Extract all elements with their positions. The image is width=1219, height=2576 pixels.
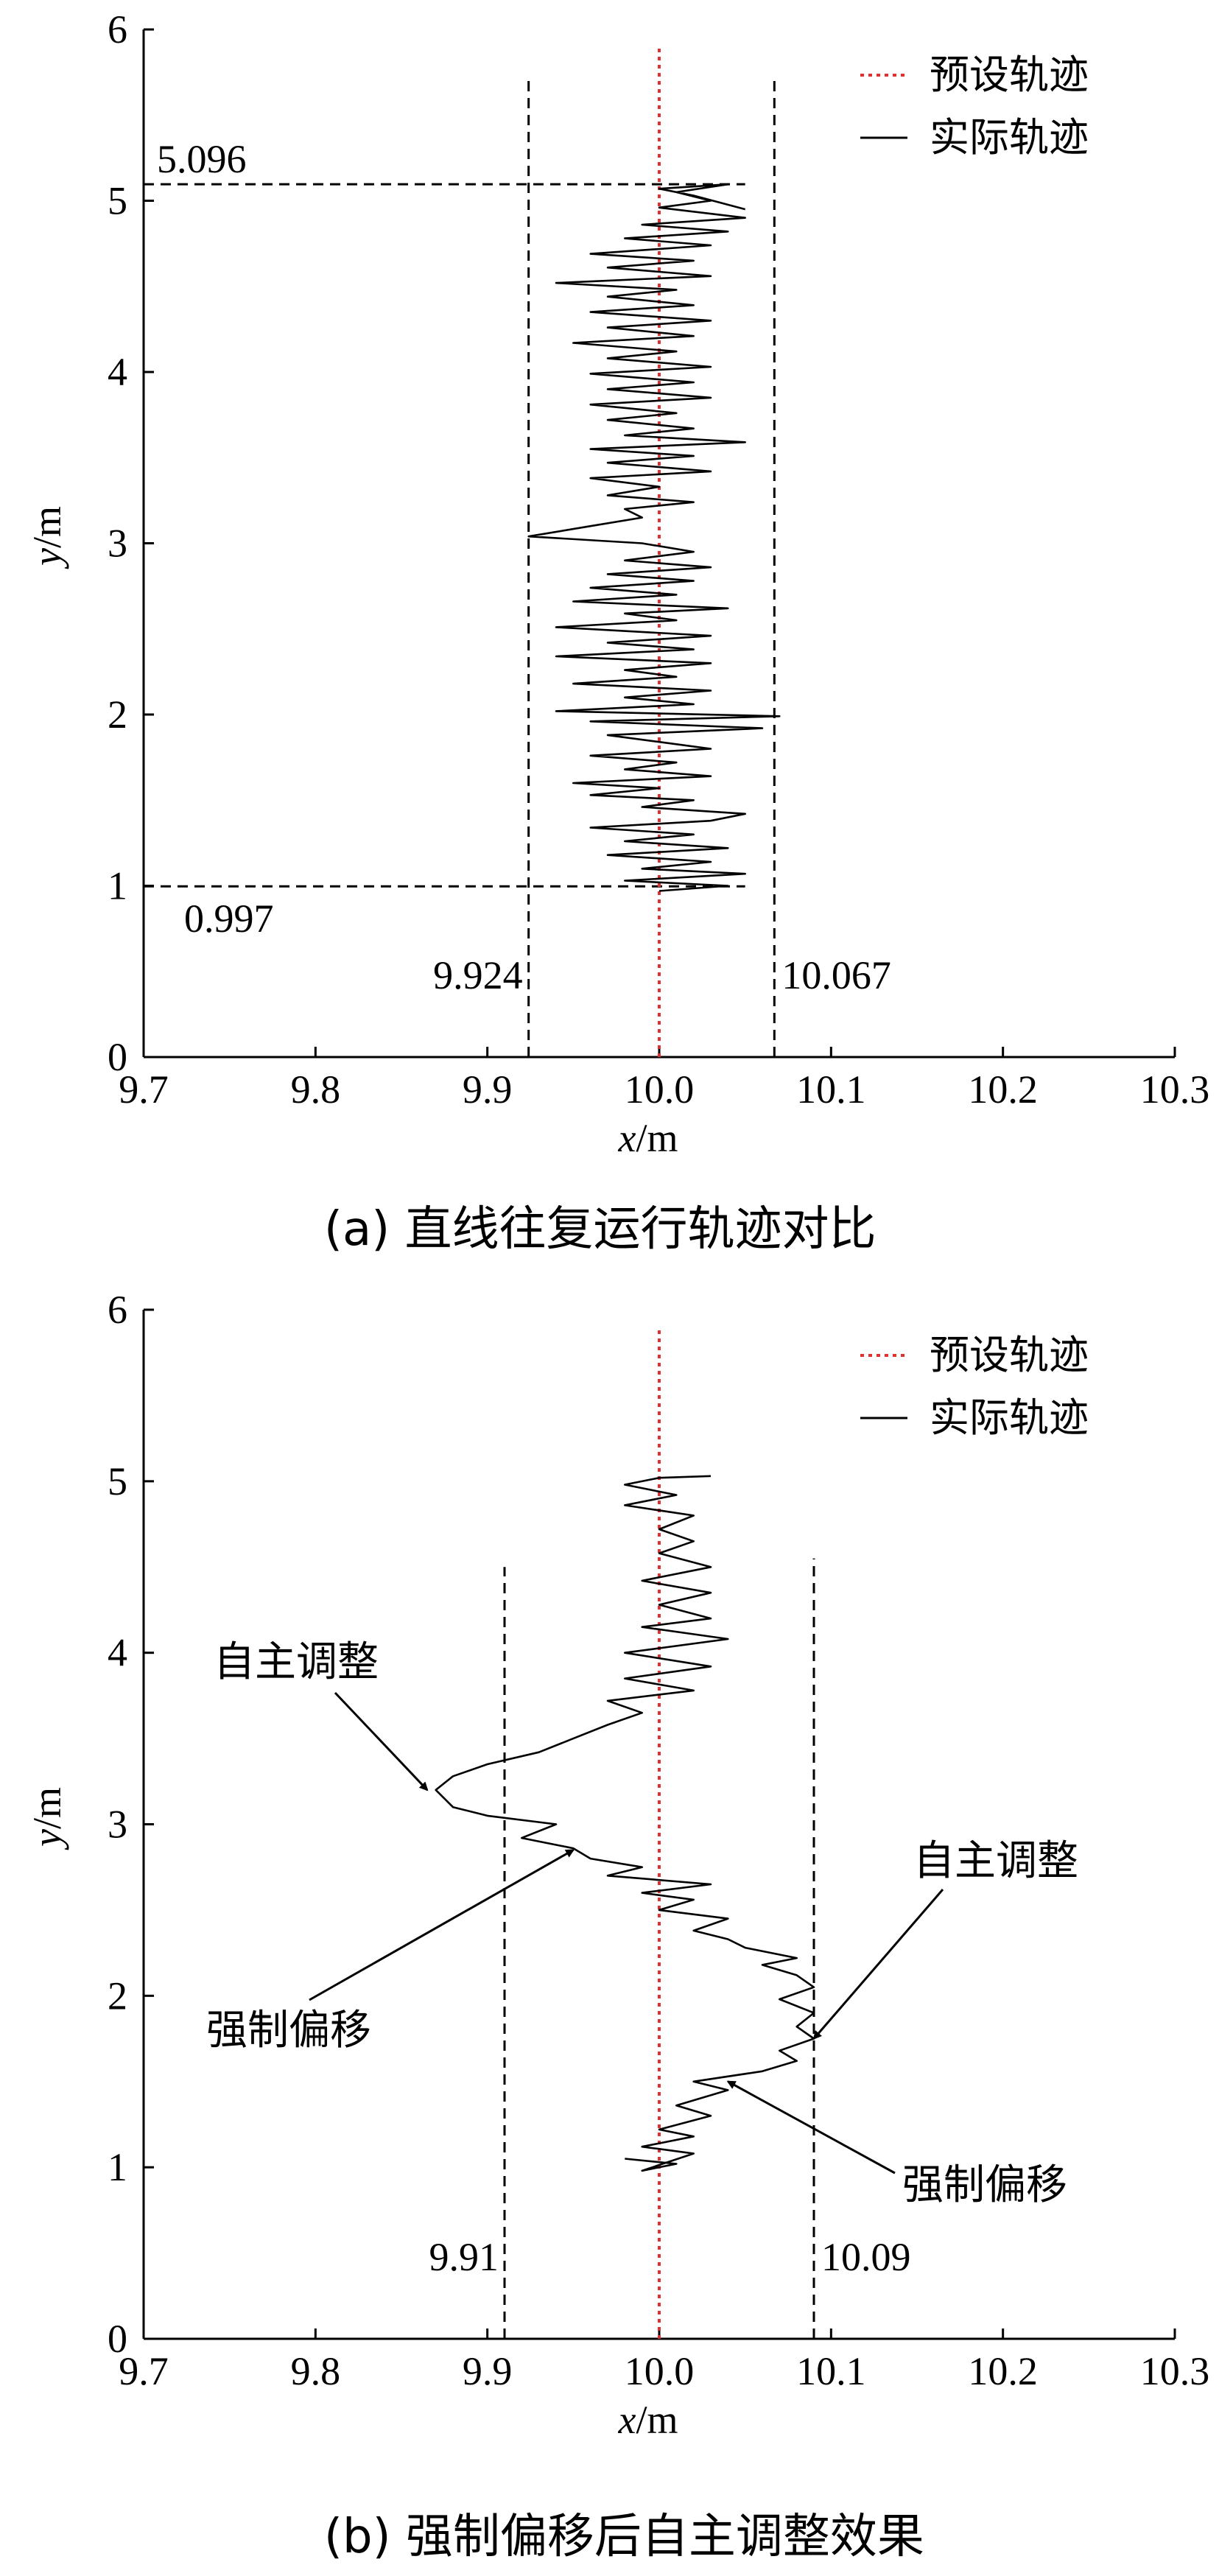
annotation-label: 自主调整 [913,1837,1078,1885]
y-tick-label: 2 [108,692,127,737]
y-tick-label: 6 [108,7,127,52]
reference-line-label: 10.09 [821,2235,911,2279]
y-axis-label-unit: /m [25,506,69,548]
y-axis-label-var: y [25,1829,69,1850]
chart-b-caption: (b) 强制偏移后自主调整效果 [324,2510,924,2564]
reference-line-label: 5.096 [157,137,247,181]
y-tick-label: 3 [108,1803,127,1847]
reference-line-label: 0.997 [184,896,274,941]
y-tick-label: 0 [108,1035,127,1079]
x-tick-label: 10.2 [968,1067,1038,1112]
y-axis-label: y/m [25,1787,69,1850]
y-tick-label: 4 [108,1631,127,1675]
y-axis-label-unit: /m [25,1787,69,1829]
x-tick-label: 9.8 [291,2349,341,2393]
annotation-label: 强制偏移 [206,2007,371,2054]
x-axis-label: x/m [618,2398,678,2442]
legend-label: 实际轨迹 [930,1394,1089,1441]
chart-a-series [527,46,781,1057]
x-tick-label: 9.7 [119,2349,169,2393]
annotation-arrow [309,1849,575,2001]
x-tick-label: 10.1 [796,1067,866,1112]
chart-b-series [435,1327,815,2339]
x-axis-label-unit: /m [636,1116,678,1160]
series-line-actual [527,183,781,892]
legend-label: 预设轨迹 [930,1332,1089,1378]
y-tick-label: 5 [108,179,127,223]
y-tick-label: 6 [108,1288,127,1332]
y-tick-label: 2 [108,1973,127,2018]
y-axis-label: y/m [25,506,69,569]
x-tick-label: 10.0 [625,1067,695,1112]
reference-line-label: 9.924 [433,953,523,997]
legend-label: 预设轨迹 [930,52,1089,98]
y-tick-label: 3 [108,522,127,566]
x-tick-label: 9.8 [291,1067,341,1112]
x-axis-label-unit: /m [636,2398,678,2442]
y-tick-label: 4 [108,350,127,394]
x-tick-label: 10.1 [796,2349,866,2393]
x-tick-label: 9.7 [119,1067,169,1112]
series-line-actual [435,1475,815,2172]
annotation-arrow [334,1691,429,1791]
x-tick-label: 10.3 [1140,1067,1210,1112]
chart-a-caption: (a) 直线往复运行轨迹对比 [324,1202,877,1257]
x-tick-label: 10.2 [968,2349,1038,2393]
chart-a-reference-lines: 5.096 0.997 9.924 10.067 [144,80,891,1057]
annotation-arrow [726,2080,896,2175]
reference-line-label: 9.91 [429,2235,499,2279]
x-tick-label: 10.0 [625,2349,695,2393]
legend-label: 实际轨迹 [930,114,1089,161]
reference-line-label: 10.067 [781,953,891,997]
y-axis-label-var: y [25,548,69,569]
annotation-label: 强制偏移 [902,2161,1067,2209]
chart-b-reference-lines: 9.91 10.09 [429,1558,911,2339]
y-tick-label: 0 [108,2317,127,2361]
x-axis-label: x/m [618,1116,678,1160]
x-tick-label: 9.9 [463,1067,513,1112]
annotation-label: 自主调整 [214,1638,379,1686]
x-axis-label-var: x [618,1116,636,1160]
x-axis-label-var: x [618,2398,636,2442]
x-tick-label: 10.3 [1140,2349,1210,2393]
y-tick-label: 1 [108,864,127,908]
y-tick-label: 5 [108,1459,127,1503]
y-tick-label: 1 [108,2145,127,2189]
x-tick-label: 9.9 [463,2349,513,2393]
annotation-arrow [812,1889,944,2040]
